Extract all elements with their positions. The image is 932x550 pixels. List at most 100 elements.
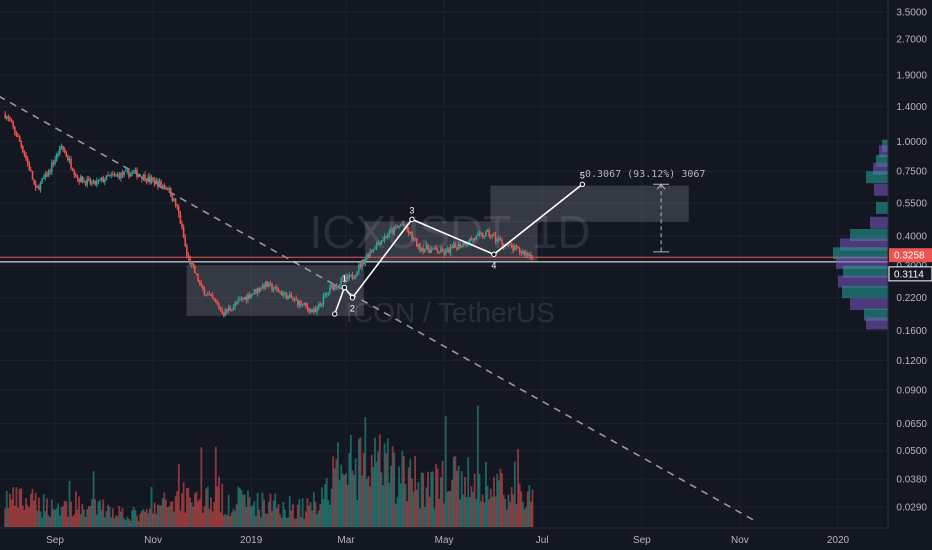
volume-bar	[361, 475, 363, 527]
volume-bar	[110, 517, 113, 527]
volume-bar	[174, 495, 177, 527]
candle-body	[81, 176, 84, 183]
candle-body	[456, 247, 458, 250]
volume-bar	[152, 513, 154, 527]
candle-body	[149, 176, 151, 182]
volume-bar	[76, 509, 79, 527]
candle-body	[104, 180, 106, 182]
volume-bar	[460, 471, 463, 527]
candle-body	[438, 252, 441, 254]
volume-bar	[476, 405, 479, 527]
candle-body	[150, 177, 153, 182]
candle-body	[248, 294, 251, 298]
time-axis[interactable]: Sep Nov 2019 Mar May Jul Sep Nov 2020	[0, 527, 932, 550]
candle-body	[420, 248, 423, 251]
volume-bar	[288, 496, 291, 527]
candle-body	[235, 302, 238, 304]
candle-body	[161, 185, 164, 187]
volume-bar	[238, 487, 241, 527]
candle-body	[528, 254, 531, 256]
candle-body	[132, 171, 135, 173]
candlesticks	[4, 111, 534, 318]
volume-bar	[290, 510, 293, 527]
candle-body	[341, 278, 344, 280]
current-price-label: 0.3114	[894, 269, 924, 280]
volume-bar	[382, 485, 384, 527]
candle-body	[329, 286, 331, 293]
wave-drawing[interactable]: 1 2 3 4 5	[332, 170, 586, 317]
volume-bar	[150, 486, 153, 527]
candle-body	[285, 292, 288, 300]
volume-bar	[66, 516, 69, 527]
candle-body	[186, 245, 188, 256]
candle-body	[472, 238, 474, 241]
wave-point[interactable]	[332, 311, 338, 317]
volume-bar	[107, 504, 109, 527]
volume-bar	[261, 492, 264, 527]
volume-bar	[213, 501, 216, 527]
volume-bar	[520, 491, 523, 527]
candle-body	[284, 292, 286, 294]
volume-bar	[448, 491, 450, 527]
volume-bar	[12, 487, 15, 527]
price-tick-label: 0.0290	[896, 503, 927, 514]
trendline[interactable]	[0, 95, 759, 524]
candle-body	[454, 244, 457, 248]
candle-body	[20, 141, 23, 147]
volume-bar	[451, 480, 454, 527]
candle-body	[411, 232, 413, 239]
volume-bar	[263, 499, 265, 527]
candle-body	[475, 235, 478, 240]
volume-bar	[63, 500, 66, 527]
volume-bar	[295, 518, 298, 527]
candle-body	[361, 259, 363, 267]
volume-bar	[250, 506, 253, 527]
range-box[interactable]	[490, 185, 689, 223]
wave-point[interactable]	[491, 251, 497, 258]
candle-body	[4, 114, 6, 118]
volume-bar	[322, 498, 325, 527]
range-box[interactable]	[186, 265, 365, 317]
wave-label: 5	[580, 170, 585, 180]
candle-body	[473, 238, 476, 240]
wave-point[interactable]	[341, 284, 348, 291]
candle-body	[496, 239, 498, 241]
price-axis[interactable]: 3.5000 2.7000 1.9000 1.4000 1.0000 0.7500 0.55…	[887, 0, 932, 550]
volume-bar	[388, 482, 391, 527]
candle-body	[243, 296, 246, 299]
volume-bar	[459, 499, 462, 527]
wave-point[interactable]	[409, 216, 415, 223]
candle-body	[136, 169, 138, 178]
wave-path[interactable]	[334, 183, 583, 315]
candle-body	[316, 307, 318, 313]
candle-body	[208, 294, 211, 296]
volume-bar	[481, 494, 484, 527]
volume-bar	[367, 476, 370, 527]
wave-point[interactable]	[349, 295, 356, 301]
candle-body	[301, 303, 304, 306]
volume-bar	[282, 501, 285, 527]
wave-point[interactable]	[579, 181, 586, 187]
volume-bar	[198, 499, 201, 527]
volume-bar	[473, 473, 476, 527]
dashed-trendline[interactable]	[0, 95, 759, 524]
volume-bar	[200, 447, 203, 527]
volume-bar	[224, 513, 227, 527]
candle-body	[107, 175, 109, 177]
candle-body	[30, 169, 32, 172]
candle-body	[493, 234, 495, 236]
volume-profile-row	[850, 228, 888, 241]
volume-bar	[52, 508, 55, 527]
candle-body	[449, 246, 452, 254]
volume-bar	[517, 449, 519, 527]
candle-body	[531, 258, 534, 260]
candle-body	[274, 287, 277, 290]
volume-bar	[25, 498, 27, 527]
candle-body	[67, 156, 69, 161]
volume-bar	[317, 510, 320, 527]
projection-tool[interactable]: 0.3067 (93.12%) 3067	[585, 169, 705, 253]
candle-body	[121, 172, 124, 175]
watermark-description: ICON / TetherUS	[345, 297, 555, 328]
volume-bar	[5, 490, 8, 527]
